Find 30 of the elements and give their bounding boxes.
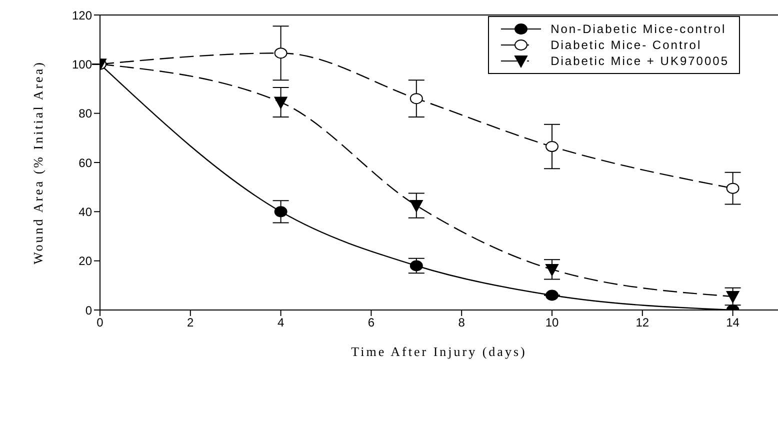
y-tick-label: 40 (78, 204, 92, 219)
x-tick-label: 10 (545, 316, 559, 330)
legend-label: Diabetic Mice + UK970005 (550, 54, 729, 68)
point (274, 206, 288, 218)
x-tick-label: 6 (368, 316, 375, 330)
x-tick-label: 12 (636, 316, 650, 330)
point (410, 93, 423, 104)
point (274, 48, 288, 59)
x-tick-label: 4 (277, 316, 284, 330)
point (410, 200, 423, 212)
y-tick-label: 120 (72, 8, 92, 22)
x-tick-label: 8 (458, 316, 466, 330)
y-tick-label: 80 (78, 106, 92, 121)
point (546, 290, 558, 301)
x-axis-title: Time After Injury (days) (351, 344, 527, 359)
x-tick-label: 2 (187, 316, 194, 330)
y-tick-label: 20 (78, 254, 92, 268)
point (546, 141, 558, 152)
y-tick-label: 100 (72, 57, 92, 72)
point (726, 290, 740, 303)
y-axis-title: Wound Area (% Initial Area) (30, 60, 46, 264)
point (726, 182, 740, 194)
point (546, 264, 558, 276)
y-tick-label: 60 (78, 156, 92, 170)
legend-label: Diabetic Mice- Control (550, 38, 702, 52)
x-tick-label: 0 (96, 316, 104, 330)
x-tick-label: 14 (726, 316, 740, 330)
point (274, 96, 288, 109)
legend-label: Non-Diabetic Mice-control (550, 22, 726, 36)
y-tick-label: 0 (85, 303, 92, 318)
